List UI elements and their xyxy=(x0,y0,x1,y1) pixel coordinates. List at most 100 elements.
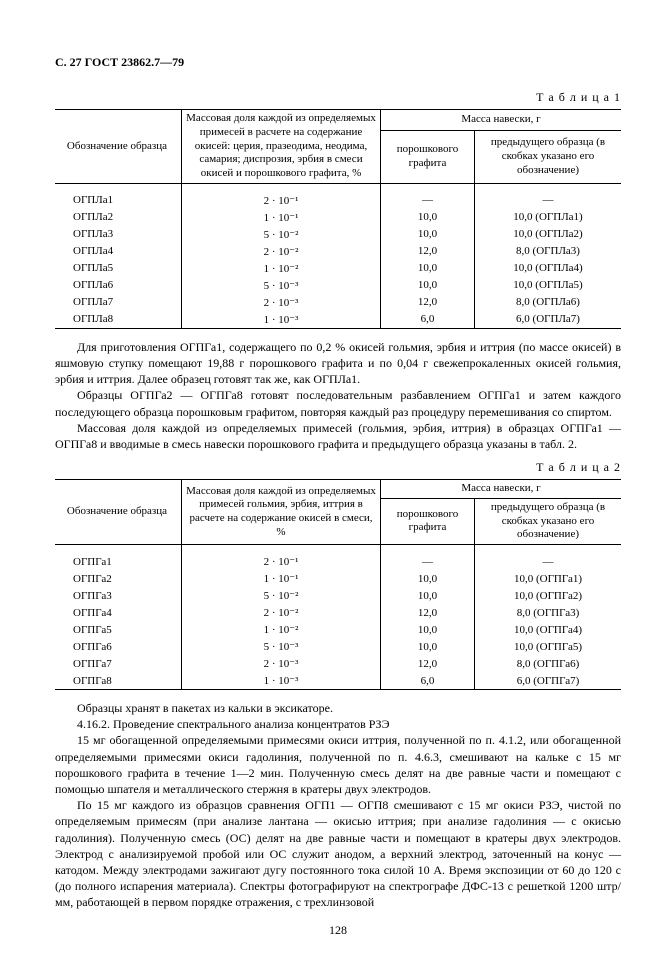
cell-mass: 5 · 10⁻² xyxy=(182,587,381,604)
cell-prev: 8,0 (ОГПЛа3) xyxy=(475,243,622,260)
cell-label: ОГПГа4 xyxy=(55,604,182,621)
t1-h-prev: предыдущего образца (в скобках указано е… xyxy=(475,131,622,183)
cell-graphite: 6,0 xyxy=(381,672,475,690)
cell-label: ОГПЛа3 xyxy=(55,226,182,243)
cell-mass: 1 · 10⁻¹ xyxy=(182,209,381,226)
t1-h-graphite: порошкового графита xyxy=(381,131,475,183)
cell-mass: 1 · 10⁻³ xyxy=(182,672,381,690)
cell-label: ОГПЛа4 xyxy=(55,243,182,260)
cell-prev: 10,0 (ОГПГа5) xyxy=(475,638,622,655)
table-row: ОГПЛа21 · 10⁻¹10,010,0 (ОГПЛа1) xyxy=(55,209,621,226)
table-row: ОГПГа51 · 10⁻²10,010,0 (ОГПГа4) xyxy=(55,621,621,638)
cell-mass: 2 · 10⁻² xyxy=(182,604,381,621)
table-row: ОГПЛа42 · 10⁻²12,08,0 (ОГПЛа3) xyxy=(55,243,621,260)
cell-graphite: 10,0 xyxy=(381,277,475,294)
cell-graphite: 10,0 xyxy=(381,638,475,655)
cell-graphite: 10,0 xyxy=(381,226,475,243)
table-row: ОГПЛа35 · 10⁻²10,010,0 (ОГПЛа2) xyxy=(55,226,621,243)
cell-label: ОГПГа1 xyxy=(55,553,182,570)
table2-label: Т а б л и ц а 2 xyxy=(55,460,621,475)
cell-label: ОГПЛа5 xyxy=(55,260,182,277)
cell-graphite: — xyxy=(381,553,475,570)
table-row: ОГПЛа51 · 10⁻²10,010,0 (ОГПЛа4) xyxy=(55,260,621,277)
body-paragraph: 4.16.2. Проведение спектрального анализа… xyxy=(55,716,621,732)
t1-h-sample: Обозначение образца xyxy=(55,110,182,184)
cell-mass: 5 · 10⁻² xyxy=(182,226,381,243)
para-block-2: Образцы хранят в пакетах из кальки в экс… xyxy=(55,700,621,910)
cell-prev: 10,0 (ОГПЛа1) xyxy=(475,209,622,226)
cell-mass: 2 · 10⁻³ xyxy=(182,655,381,672)
table-row: ОГПГа35 · 10⁻²10,010,0 (ОГПГа2) xyxy=(55,587,621,604)
cell-prev: 8,0 (ОГПЛа6) xyxy=(475,294,622,311)
t1-body: ОГПЛа12 · 10⁻¹——ОГПЛа21 · 10⁻¹10,010,0 (… xyxy=(55,183,621,328)
cell-graphite: 12,0 xyxy=(381,243,475,260)
t2-h-graphite: порошкового графита xyxy=(381,498,475,544)
body-paragraph: 15 мг обогащенной определяемыми примесям… xyxy=(55,732,621,797)
table-row: ОГПГа65 · 10⁻³10,010,0 (ОГПГа5) xyxy=(55,638,621,655)
cell-label: ОГПГа8 xyxy=(55,672,182,690)
table-row: ОГПГа21 · 10⁻¹10,010,0 (ОГПГа1) xyxy=(55,570,621,587)
table2: Обозначение образца Массовая доля каждой… xyxy=(55,479,621,690)
cell-graphite: 10,0 xyxy=(381,209,475,226)
cell-prev: 6,0 (ОГПЛа7) xyxy=(475,311,622,329)
cell-graphite: 10,0 xyxy=(381,570,475,587)
table-row: ОГПГа81 · 10⁻³6,06,0 (ОГПГа7) xyxy=(55,672,621,690)
cell-label: ОГПЛа6 xyxy=(55,277,182,294)
cell-graphite: 12,0 xyxy=(381,655,475,672)
cell-prev: 10,0 (ОГПЛа5) xyxy=(475,277,622,294)
cell-prev: 10,0 (ОГПГа4) xyxy=(475,621,622,638)
cell-mass: 1 · 10⁻² xyxy=(182,260,381,277)
cell-prev: 10,0 (ОГПЛа2) xyxy=(475,226,622,243)
cell-mass: 5 · 10⁻³ xyxy=(182,277,381,294)
cell-prev: 10,0 (ОГПГа1) xyxy=(475,570,622,587)
cell-mass: 2 · 10⁻¹ xyxy=(182,192,381,209)
t1-h-weigh-group: Масса навески, г xyxy=(381,110,622,131)
cell-graphite: 12,0 xyxy=(381,294,475,311)
t2-h-prev: предыдущего образца (в скобках указано е… xyxy=(475,498,622,544)
cell-mass: 2 · 10⁻¹ xyxy=(182,553,381,570)
cell-label: ОГПГа7 xyxy=(55,655,182,672)
table-row: ОГПЛа12 · 10⁻¹—— xyxy=(55,192,621,209)
cell-graphite: 12,0 xyxy=(381,604,475,621)
table-row: ОГПЛа81 · 10⁻³6,06,0 (ОГПЛа7) xyxy=(55,311,621,329)
cell-label: ОГПЛа2 xyxy=(55,209,182,226)
page: С. 27 ГОСТ 23862.7—79 Т а б л и ц а 1 Об… xyxy=(0,0,661,958)
cell-label: ОГПГа5 xyxy=(55,621,182,638)
cell-mass: 5 · 10⁻³ xyxy=(182,638,381,655)
table1-label: Т а б л и ц а 1 xyxy=(55,90,621,105)
cell-label: ОГПЛа8 xyxy=(55,311,182,329)
cell-mass: 1 · 10⁻³ xyxy=(182,311,381,329)
body-paragraph: Массовая доля каждой из определяемых при… xyxy=(55,420,621,452)
cell-label: ОГПГа2 xyxy=(55,570,182,587)
table1: Обозначение образца Массовая доля каждой… xyxy=(55,109,621,329)
cell-prev: — xyxy=(475,553,622,570)
cell-graphite: 10,0 xyxy=(381,621,475,638)
cell-label: ОГПЛа1 xyxy=(55,192,182,209)
cell-prev: 8,0 (ОГПГа3) xyxy=(475,604,622,621)
cell-prev: — xyxy=(475,192,622,209)
page-number: 128 xyxy=(55,923,621,938)
cell-mass: 1 · 10⁻² xyxy=(182,621,381,638)
cell-graphite: 10,0 xyxy=(381,260,475,277)
body-paragraph: По 15 мг каждого из образцов сравнения О… xyxy=(55,797,621,910)
table-row: ОГПГа42 · 10⁻²12,08,0 (ОГПГа3) xyxy=(55,604,621,621)
t2-body: ОГПГа12 · 10⁻¹——ОГПГа21 · 10⁻¹10,010,0 (… xyxy=(55,545,621,690)
body-paragraph: Образцы хранят в пакетах из кальки в экс… xyxy=(55,700,621,716)
table-row: ОГПЛа72 · 10⁻³12,08,0 (ОГПЛа6) xyxy=(55,294,621,311)
cell-mass: 2 · 10⁻² xyxy=(182,243,381,260)
cell-graphite: — xyxy=(381,192,475,209)
table-row: ОГПГа72 · 10⁻³12,08,0 (ОГПГа6) xyxy=(55,655,621,672)
cell-label: ОГПЛа7 xyxy=(55,294,182,311)
t2-h-sample: Обозначение образца xyxy=(55,480,182,545)
cell-prev: 10,0 (ОГПГа2) xyxy=(475,587,622,604)
para-block-1: Для приготовления ОГПГа1, содержащего по… xyxy=(55,339,621,452)
t1-h-massfrac: Массовая доля каждой из определяемых при… xyxy=(182,110,381,184)
t2-h-massfrac: Массовая доля каждой из определяемых при… xyxy=(182,480,381,545)
body-paragraph: Для приготовления ОГПГа1, содержащего по… xyxy=(55,339,621,388)
cell-prev: 10,0 (ОГПЛа4) xyxy=(475,260,622,277)
cell-mass: 2 · 10⁻³ xyxy=(182,294,381,311)
cell-label: ОГПГа6 xyxy=(55,638,182,655)
cell-mass: 1 · 10⁻¹ xyxy=(182,570,381,587)
table-row: ОГПЛа65 · 10⁻³10,010,0 (ОГПЛа5) xyxy=(55,277,621,294)
cell-graphite: 6,0 xyxy=(381,311,475,329)
